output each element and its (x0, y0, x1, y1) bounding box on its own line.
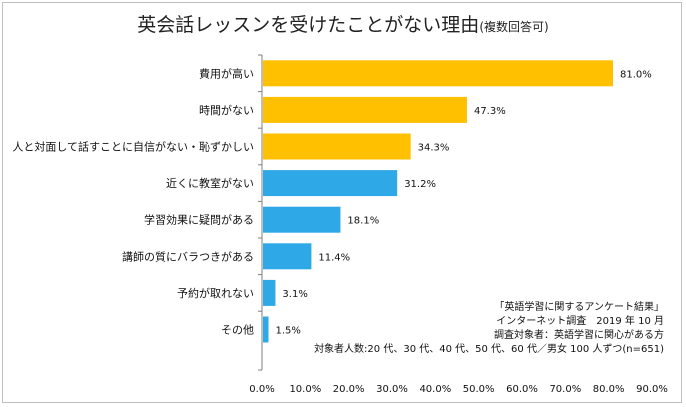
chart-subtitle: (複数回答可) (479, 20, 549, 34)
x-tick-label: 70.0% (549, 384, 581, 395)
note-line-3: 調査対象者：英語学習に関心がある方 (494, 330, 664, 341)
value-label: 1.5% (276, 326, 301, 337)
value-label: 31.2% (404, 179, 436, 190)
note-line-2: インターネット調査 2019 年 10 月 (496, 316, 664, 327)
category-label: 時間がない (199, 103, 254, 117)
category-label: 講師の質にバラつきがある (122, 249, 254, 263)
value-label: 47.3% (474, 106, 506, 117)
value-label: 3.1% (282, 289, 307, 300)
chart-title-block: 英会話レッスンを受けたことがない理由(複数回答可) (0, 10, 686, 37)
x-tick-label: 10.0% (289, 384, 321, 395)
category-label: 学習効果に疑問がある (144, 213, 254, 227)
x-tick-label: 30.0% (376, 384, 408, 395)
bar (263, 243, 312, 270)
x-tick-label: 60.0% (506, 384, 538, 395)
value-label: 11.4% (318, 252, 350, 263)
x-tick-label: 50.0% (463, 384, 495, 395)
x-tick-label: 80.0% (593, 384, 625, 395)
bar (263, 316, 269, 343)
category-label: その他 (221, 324, 254, 337)
category-label: 予約が取れない (177, 286, 254, 300)
bar (263, 170, 398, 197)
category-label: 費用が高い (199, 66, 254, 80)
chart-title: 英会話レッスンを受けたことがない理由 (137, 14, 480, 36)
x-tick-label: 40.0% (419, 384, 451, 395)
x-tick-label: 20.0% (333, 384, 365, 395)
note-line-4: 対象者人数:20 代、30 代、40 代、50 代、60 代／男女 100 人ず… (314, 344, 664, 355)
bar (263, 60, 613, 87)
bar (263, 96, 467, 123)
category-label: 人と対面して話すことに自信がない・恥ずかしい (12, 140, 254, 154)
x-tick-label: 90.0% (636, 384, 668, 395)
x-tick-label: 0.0% (249, 384, 274, 395)
bar (263, 279, 276, 306)
category-label: 近くに教室がない (166, 176, 254, 190)
bar (263, 133, 411, 160)
value-label: 81.0% (620, 69, 652, 80)
bar (263, 206, 341, 233)
note-line-1: 「英語学習に関するアンケート結果」 (494, 302, 664, 313)
value-label: 34.3% (418, 143, 450, 154)
value-label: 18.1% (347, 216, 379, 227)
